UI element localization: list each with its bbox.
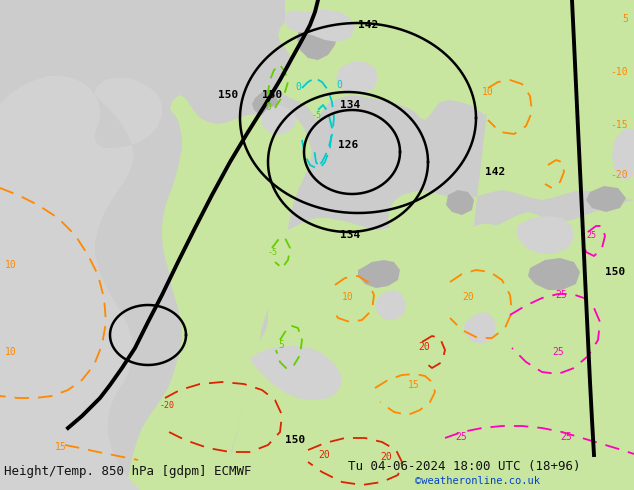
Polygon shape: [0, 0, 162, 490]
Text: 10: 10: [342, 292, 354, 302]
Polygon shape: [252, 90, 278, 115]
Polygon shape: [197, 200, 634, 490]
Polygon shape: [464, 312, 496, 344]
Text: -15: -15: [611, 120, 628, 130]
Text: 150: 150: [285, 435, 305, 445]
Text: 10: 10: [5, 260, 16, 270]
Text: -5: -5: [312, 111, 322, 120]
Text: 25: 25: [552, 347, 564, 357]
Text: 25: 25: [455, 432, 467, 442]
Polygon shape: [358, 260, 400, 288]
Text: 126: 126: [338, 140, 358, 150]
Text: -5: -5: [268, 248, 278, 257]
Polygon shape: [388, 0, 634, 390]
Text: 142: 142: [485, 167, 505, 177]
Text: Tu 04-06-2024 18:00 UTC (18+96): Tu 04-06-2024 18:00 UTC (18+96): [348, 460, 581, 473]
Polygon shape: [297, 10, 338, 60]
Text: 0: 0: [295, 82, 301, 92]
Polygon shape: [262, 105, 295, 135]
Polygon shape: [278, 0, 634, 120]
Text: 5: 5: [622, 14, 628, 24]
Text: 20: 20: [318, 450, 330, 460]
Polygon shape: [285, 10, 355, 42]
Text: 150: 150: [262, 90, 282, 100]
Text: 25: 25: [586, 231, 596, 240]
Polygon shape: [250, 346, 342, 400]
Text: 5: 5: [278, 340, 284, 350]
Text: 150: 150: [605, 267, 625, 277]
Text: 15: 15: [55, 442, 67, 452]
Text: 10: 10: [5, 347, 16, 357]
Text: 134: 134: [340, 100, 360, 110]
Text: 20: 20: [418, 342, 430, 352]
Text: -20: -20: [611, 170, 628, 180]
Text: 0: 0: [265, 102, 271, 112]
Text: 150: 150: [218, 90, 238, 100]
Text: 25: 25: [555, 290, 567, 300]
Text: -20: -20: [160, 401, 175, 410]
Polygon shape: [375, 290, 406, 320]
Text: 142: 142: [358, 20, 378, 30]
Polygon shape: [516, 216, 574, 254]
Text: 0: 0: [336, 80, 342, 90]
Polygon shape: [128, 95, 312, 490]
Polygon shape: [612, 128, 634, 180]
Text: 20: 20: [462, 292, 474, 302]
Polygon shape: [446, 190, 474, 215]
Text: 134: 134: [340, 230, 360, 240]
Text: -10: -10: [611, 67, 628, 77]
Text: Height/Temp. 850 hPa [gdpm] ECMWF: Height/Temp. 850 hPa [gdpm] ECMWF: [4, 465, 252, 478]
Polygon shape: [336, 62, 378, 94]
Text: ©weatheronline.co.uk: ©weatheronline.co.uk: [415, 476, 540, 486]
Text: 10: 10: [482, 87, 494, 97]
Text: 20: 20: [380, 452, 392, 462]
Text: 25: 25: [560, 432, 572, 442]
Polygon shape: [586, 186, 626, 212]
Text: 15: 15: [408, 380, 420, 390]
Polygon shape: [528, 258, 580, 290]
